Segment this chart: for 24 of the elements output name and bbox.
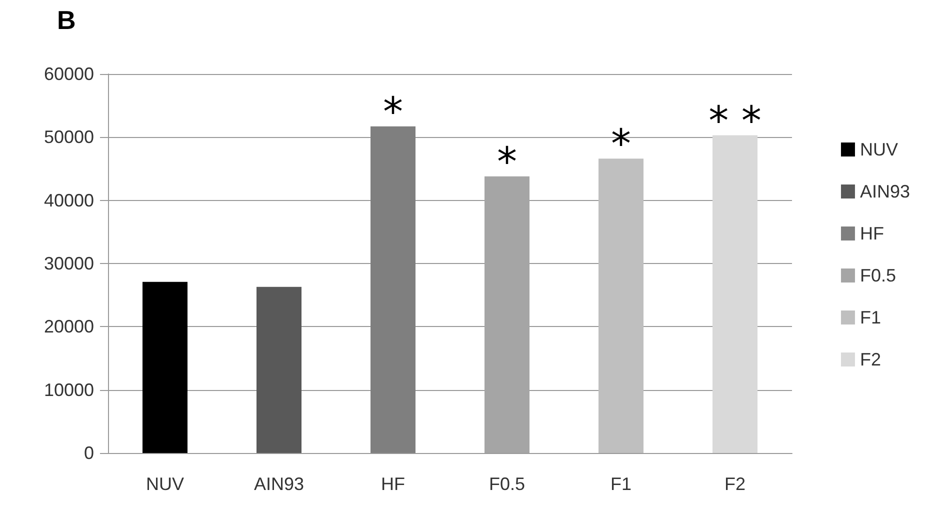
x-tick-label: F1 [610, 474, 632, 494]
annotation: * [611, 122, 631, 168]
chart-title: B [57, 5, 76, 35]
y-tick-label: 50000 [44, 127, 94, 148]
y-tick-label: 10000 [44, 380, 94, 400]
y-tick-label: 40000 [44, 190, 94, 210]
annotation: * [497, 139, 517, 186]
legend-label: F0.5 [860, 266, 896, 286]
y-tick-label: 60000 [44, 64, 94, 84]
legend-label: F1 [860, 308, 881, 328]
x-tick-label: F2 [724, 474, 746, 494]
annotation: * * [708, 98, 762, 144]
x-tick-label: F0.5 [488, 474, 526, 494]
x-tick-label: NUV [146, 474, 184, 494]
x-tick-label: AIN93 [254, 474, 304, 494]
x-tick-label: HF [381, 474, 405, 494]
legend-label: AIN93 [860, 182, 910, 202]
annotation: * [383, 89, 403, 136]
y-tick-label: 20000 [44, 316, 94, 337]
legend-label: HF [860, 224, 884, 244]
y-tick-label: 30000 [44, 254, 94, 274]
legend-label: F2 [860, 350, 881, 370]
y-tick-label: 0 [84, 443, 94, 463]
legend-label: NUV [860, 140, 898, 160]
